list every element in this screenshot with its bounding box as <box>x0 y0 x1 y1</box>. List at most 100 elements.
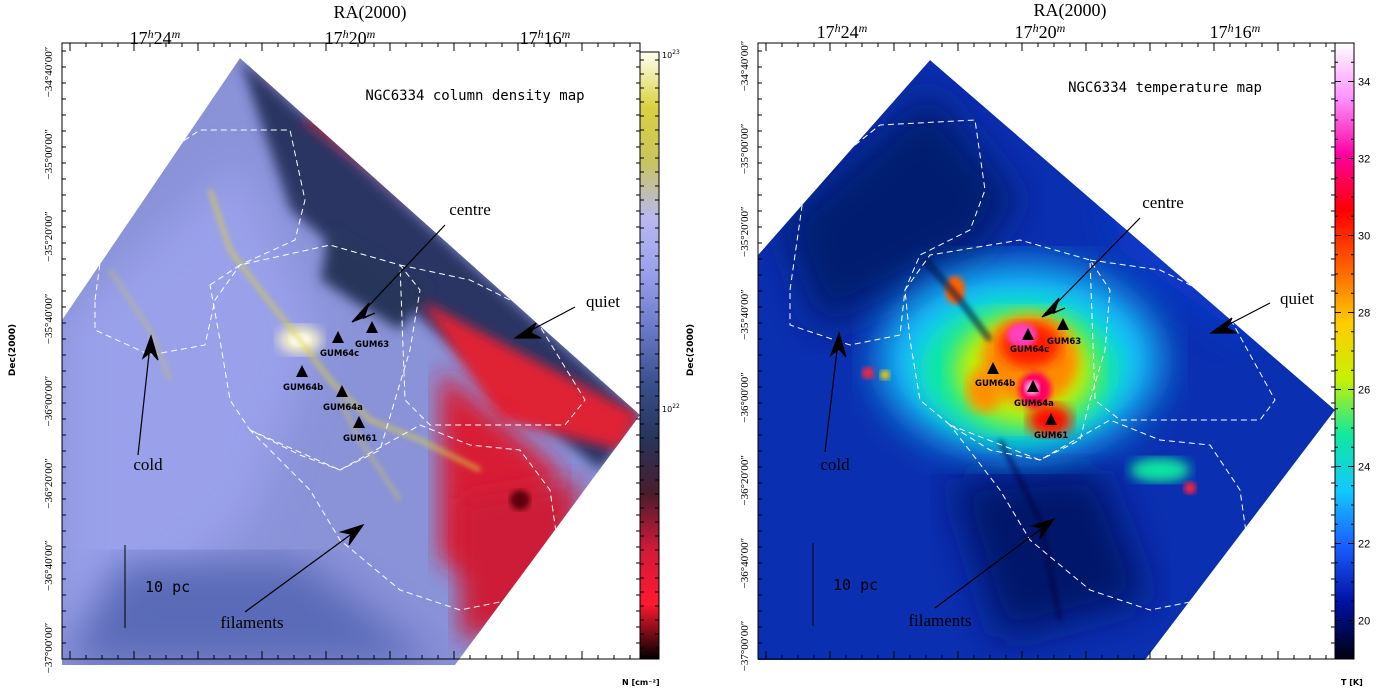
colorbar-label: N [cm⁻²] <box>622 678 660 687</box>
colorbar-tick-label: 20 <box>1358 616 1370 628</box>
filaments-arrow <box>934 523 1049 609</box>
quiet-arrow-head <box>1209 317 1238 334</box>
cold-arrow-head <box>141 334 159 361</box>
source-markers: GUM64c GUM63 GUM64b GUM64a GUM61 <box>283 321 389 444</box>
source-label-gum64b: GUM64b <box>975 379 1015 389</box>
filaments-arrow-head <box>338 523 365 546</box>
region-arrows <box>824 217 1271 609</box>
source-label-gum64c: GUM64c <box>1010 345 1049 355</box>
source-marker-gum64c <box>332 331 344 343</box>
region-label-centre: centre <box>1142 193 1184 212</box>
dec-tick-label: −36°00′00″ <box>739 372 751 423</box>
cold-arrow <box>824 341 839 453</box>
source-label-gum64a: GUM64a <box>323 403 363 413</box>
x-axis-title: RA(2000) <box>334 2 407 23</box>
source-label-gum61: GUM61 <box>1034 431 1068 441</box>
cold-arrow <box>137 344 151 456</box>
source-markers: GUM64c GUM63 GUM64b GUM64a GUM61 <box>975 318 1081 441</box>
dec-tick-label: −35°40′00″ <box>739 289 751 340</box>
colorbar-tick-label: 26 <box>1358 385 1370 397</box>
source-marker-gum64a <box>1027 380 1039 392</box>
source-label-gum64b: GUM64b <box>283 383 323 393</box>
colorbar-tick-label: 32 <box>1358 154 1370 166</box>
ra-tick-label: 17h24m <box>130 27 181 48</box>
colorbar-tick-label: 22 <box>1358 539 1370 551</box>
density-colorbar: 1023 1022 N [cm⁻²] Dec(2000) <box>622 49 696 687</box>
source-label-gum63: GUM63 <box>1047 337 1081 347</box>
dec-tick-label: −36°40′00″ <box>739 538 751 589</box>
source-label-gum63: GUM63 <box>355 340 389 350</box>
ra-tick-label: 17h20m <box>1015 21 1066 42</box>
source-marker-gum64a <box>336 385 348 397</box>
colorbar-tick-label: 28 <box>1358 308 1370 320</box>
x-axis-title: RA(2000) <box>1034 0 1107 21</box>
column-density-panel: RA(2000) 17h24m 17h20m 17h16m −34°40′00″… <box>8 2 696 687</box>
centre-arrow <box>1049 217 1141 311</box>
map-title: NGC6334 column density map <box>365 88 584 104</box>
dec-tick-label: −36°40′00″ <box>43 540 55 591</box>
dec-tick-label: −35°40′00″ <box>43 294 55 345</box>
dec-tick-label: −37°00′00″ <box>739 621 751 672</box>
colorbar-tick-label: 24 <box>1358 462 1370 474</box>
source-marker-gum63 <box>1057 318 1069 330</box>
temperature-colorbar: 20 22 24 26 28 30 32 34 T [K] <box>1334 42 1370 687</box>
colorbar-ticks: 20 22 24 26 28 30 32 34 <box>1335 42 1370 660</box>
dec-tick-label: −35°20′00″ <box>739 206 751 257</box>
dec-tick-label: −35°20′00″ <box>43 211 55 262</box>
dec-tick-label: −36°20′00″ <box>43 458 55 509</box>
dec-tick-label: −37°00′00″ <box>43 623 55 674</box>
ra-tick-label: 17h16m <box>520 27 571 48</box>
colorbar-axis-title: Dec(2000) <box>686 324 696 376</box>
centre-arrow-head <box>351 302 376 323</box>
source-marker-gum64b <box>987 362 999 374</box>
source-label-gum64c: GUM64c <box>320 349 359 359</box>
region-label-filaments: filaments <box>908 611 971 630</box>
region-label-cold: cold <box>820 455 850 474</box>
colorbar-gradient <box>639 51 660 660</box>
temperature-map-image <box>758 60 1335 660</box>
filaments-arrow-head <box>1029 517 1056 540</box>
scale-bar-label: 10 pc <box>145 578 190 596</box>
map-title: NGC6334 temperature map <box>1068 80 1262 96</box>
colorbar-tick-label: 34 <box>1358 77 1370 89</box>
scale-bar-label: 10 pc <box>833 576 878 594</box>
dec-tick-label: −35°00′00″ <box>43 129 55 180</box>
colorbar-minor-ticks <box>640 59 659 649</box>
ra-tick-label: 17h24m <box>817 21 868 42</box>
dec-tick-label: −36°00′00″ <box>43 376 55 427</box>
source-marker-gum64c <box>1022 328 1034 340</box>
region-label-centre: centre <box>449 200 491 219</box>
ra-tick-labels: 17h24m 17h20m 17h16m <box>130 27 571 48</box>
minor-ticks <box>62 43 640 659</box>
source-marker-gum61 <box>1045 413 1057 425</box>
colorbar-tick-label: 30 <box>1358 231 1370 243</box>
filaments-arrow <box>244 529 358 613</box>
dec-tick-labels: −34°40′00″ −35°00′00″ −35°20′00″ −35°40′00″… <box>739 41 751 672</box>
ra-tick-label: 17h20m <box>325 27 376 48</box>
temperature-panel: RA(2000) 17h24m 17h20m 17h16m −34°40′00″… <box>739 0 1370 687</box>
source-marker-gum64b <box>296 365 308 377</box>
colorbar-tick-label: 1022 <box>662 403 680 414</box>
colorbar-tick-label: 1023 <box>662 49 680 60</box>
y-axis-title: Dec(2000) <box>8 324 18 376</box>
centre-arrow-head <box>1041 297 1066 318</box>
dec-tick-label: −35°00′00″ <box>739 124 751 175</box>
region-label-quiet: quiet <box>586 292 620 311</box>
cold-arrow-head <box>829 331 847 358</box>
centre-arrow <box>359 224 446 316</box>
quiet-arrow-head <box>513 322 542 339</box>
source-marker-gum61 <box>353 416 365 428</box>
region-label-filaments: filaments <box>220 613 283 632</box>
minor-ticks <box>758 43 1335 659</box>
source-marker-gum63 <box>366 321 378 333</box>
source-label-gum61: GUM61 <box>343 434 377 444</box>
ra-tick-labels: 17h24m 17h20m 17h16m <box>817 21 1261 42</box>
dec-tick-labels: −34°40′00″ −35°00′00″ −35°20′00″ −35°40′00″… <box>43 47 55 674</box>
dec-tick-label: −36°20′00″ <box>739 455 751 506</box>
region-label-cold: cold <box>133 455 163 474</box>
region-arrows <box>137 224 576 613</box>
source-label-gum64a: GUM64a <box>1014 399 1054 409</box>
ra-tick-label: 17h16m <box>1210 21 1261 42</box>
colorbar-label: T [K] <box>1341 678 1363 687</box>
